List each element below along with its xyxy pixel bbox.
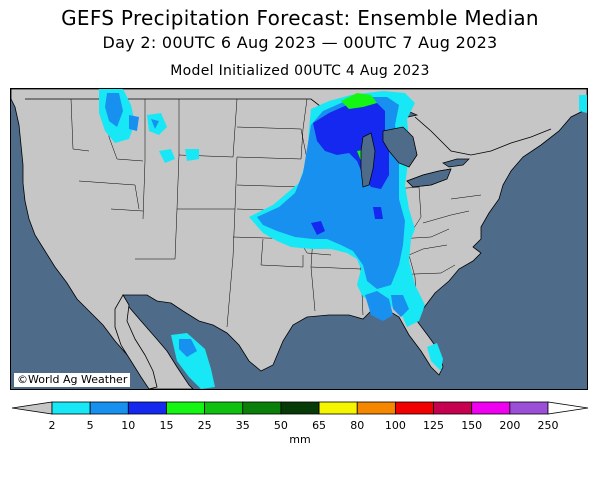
colorbar-bin xyxy=(318,401,358,415)
colorbar-tick-label: 15 xyxy=(159,419,174,432)
credit-label: ©World Ag Weather xyxy=(14,373,131,387)
colorbar-units: mm xyxy=(289,433,311,446)
colorbar-tick-label: 65 xyxy=(312,419,327,432)
colorbar-tick-label: 5 xyxy=(86,419,94,432)
colorbar xyxy=(11,401,589,415)
colorbar-bin xyxy=(127,401,167,415)
colorbar-tick-label: 80 xyxy=(350,419,365,432)
colorbar-bin xyxy=(280,401,320,415)
forecast-period: Day 2: 00UTC 6 Aug 2023 — 00UTC 7 Aug 20… xyxy=(102,33,498,52)
colorbar-bin xyxy=(471,401,511,415)
colorbar-tick-label: 100 xyxy=(384,419,406,432)
colorbar-tick-label: 150 xyxy=(461,419,483,432)
colorbar-bin xyxy=(204,401,244,415)
colorbar-bin xyxy=(433,401,473,415)
colorbar-bin xyxy=(51,401,91,415)
colorbar-tick-label: 35 xyxy=(235,419,250,432)
map-title: GEFS Precipitation Forecast: Ensemble Me… xyxy=(61,6,539,30)
colorbar-bin xyxy=(242,401,282,415)
colorbar-under-arrow xyxy=(11,401,53,415)
colorbar-tick-label: 250 xyxy=(537,419,559,432)
precipitation-map xyxy=(10,88,588,390)
colorbar-tick-label: 200 xyxy=(499,419,521,432)
colorbar-bin xyxy=(356,401,396,415)
colorbar-bin xyxy=(394,401,434,415)
colorbar-bin xyxy=(89,401,129,415)
colorbar-tick-label: 25 xyxy=(197,419,212,432)
colorbar-bin xyxy=(166,401,206,415)
land-baja xyxy=(114,294,158,389)
colorbar-over-arrow xyxy=(547,401,589,415)
colorbar-tick-label: 50 xyxy=(273,419,288,432)
colorbar-tick-label: 10 xyxy=(121,419,136,432)
colorbar-tick-label: 125 xyxy=(423,419,445,432)
colorbar-tick-label: 2 xyxy=(48,419,56,432)
colorbar-bin xyxy=(509,401,549,415)
model-init-time: Model Initialized 00UTC 4 Aug 2023 xyxy=(170,63,430,79)
